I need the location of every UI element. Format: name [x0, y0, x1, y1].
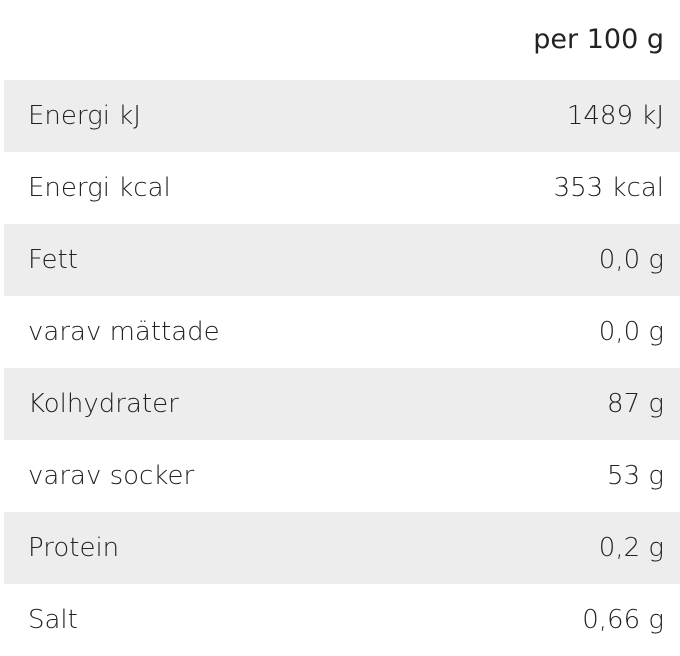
table-row: Kolhydrater 87 g	[4, 368, 680, 440]
table-row: varav mättade 0,0 g	[4, 296, 680, 368]
nutrient-name: Kolhydrater	[28, 389, 179, 419]
nutrient-name: Energi kcal	[28, 173, 171, 203]
nutrient-value: 87 g	[607, 389, 664, 419]
table-row: Energi kJ 1489 kJ	[4, 80, 680, 152]
table-header: per 100 g	[533, 24, 664, 55]
table-row: Salt 0,66 g	[4, 584, 680, 656]
table: Energi kJ 1489 kJ Energi kcal 353 kcal Fett 0…	[0, 80, 680, 656]
nutrient-value: 53 g	[607, 461, 664, 491]
nutrient-name: Protein	[28, 533, 120, 563]
nutrient-value: 0,2 g	[598, 533, 664, 563]
nutrient-value: 0,0 g	[598, 245, 664, 275]
nutrient-value: 0,0 g	[598, 317, 664, 347]
nutrient-name: varav socker	[28, 461, 195, 491]
table-row: Fett 0,0 g	[4, 224, 680, 296]
table-row: Protein 0,2 g	[4, 512, 680, 584]
nutrient-value: 0,66 g	[582, 605, 664, 635]
nutrient-name: Salt	[28, 605, 78, 635]
nutrient-value: 1489 kJ	[566, 101, 664, 131]
nutrient-name: varav mättade	[28, 317, 220, 347]
nutrient-name: Fett	[28, 245, 78, 275]
nutrient-value: 353 kcal	[553, 173, 664, 203]
table-row: varav socker 53 g	[4, 440, 680, 512]
nutrient-name: Energi kJ	[28, 101, 141, 131]
table-row: Energi kcal 353 kcal	[4, 152, 680, 224]
